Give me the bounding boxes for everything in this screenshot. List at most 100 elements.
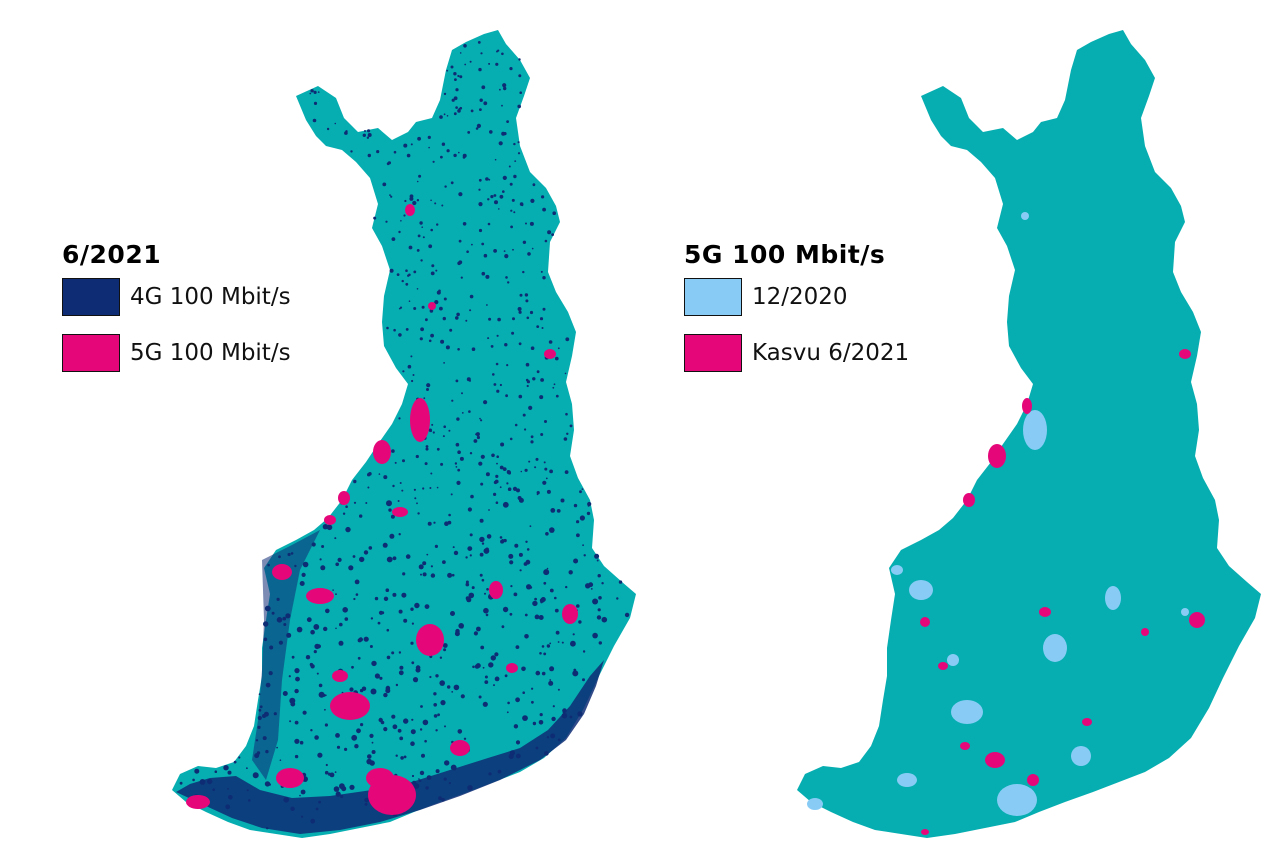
coverage-4g-dot [511,198,515,202]
coverage-4g-dot [493,249,497,253]
coverage-4g-dot [494,676,500,682]
coverage-4g-dot [485,274,490,279]
legend-label-5g-2020: 12/2020 [752,284,848,310]
coverage-4g-dot [481,542,485,545]
coverage-4g-dot [494,200,498,205]
coverage-4g-dot [378,717,383,723]
coverage-4g-dot [552,386,555,389]
coverage-4g-dot [479,536,485,543]
coverage-4g-dot [476,626,481,632]
coverage-4g-dot [428,339,432,343]
coverage-4g-dot [542,276,546,280]
coverage-4g-dot [306,617,312,623]
coverage-4g-dot [541,195,545,199]
coverage-4g-dot [444,760,450,766]
coverage-4g-dot [227,770,232,775]
coverage-4g-dot [456,630,460,634]
coverage-4g-dot [351,734,358,741]
coverage-4g-dot [447,685,451,689]
coverage-4g-dot [391,449,395,453]
coverage-4g-dot [266,827,269,830]
coverage-4g-dot [483,607,489,614]
coverage-4g-dot [246,767,248,770]
coverage-4g-dot [434,300,439,305]
coverage-4g-dot [485,547,489,552]
coverage-4g-dot [399,306,403,309]
coverage-4g-dot [400,756,404,760]
coverage-4g-dot [309,662,314,667]
coverage-4g-dot [555,394,559,398]
coverage-4g-dot [546,489,551,494]
coverage-4g-dot [377,621,381,625]
coverage-4g-dot [552,211,556,215]
coverage-4g-dot [464,63,467,66]
coverage-4g-dot [316,672,319,675]
coverage-4g-dot [557,641,560,643]
coverage-4g-dot [475,127,479,130]
coverage-4g-dot [268,783,271,786]
coverage-4g-dot [302,561,309,568]
coverage-4g-dot [499,194,504,199]
coverage-4g-dot [434,202,437,205]
coverage-4g-dot [578,620,582,624]
coverage-4g-dot [535,746,539,750]
coverage-4g-dot [356,728,361,734]
coverage-4g-dot [392,724,398,730]
coverage-4g-dot [592,632,598,639]
coverage-4g-dot [536,491,540,495]
coverage-4g-dot [478,178,482,182]
coverage-4g-dot [465,580,469,584]
coverage-4g-dot [456,312,460,317]
coverage-4g-dot [481,578,485,582]
coverage-4g-dot [390,514,395,519]
coverage-4g-dot [509,182,513,186]
coverage-4g-dot [469,309,472,312]
coverage-4g-dot [371,741,374,744]
left-map [172,30,636,838]
coverage-4g-dot [337,557,342,563]
coverage-4g-dot [521,666,526,672]
coverage-4g-dot [459,52,462,54]
coverage-4g-dot [294,754,299,759]
coverage-4g-dot [354,744,359,749]
coverage-4g-dot [276,617,283,623]
coverage-4g-dot [544,420,547,423]
coverage-4g-dot [517,104,521,109]
coverage-4g-dot [227,788,229,790]
coverage-4g-dot [469,379,471,382]
coverage-4g-dot [526,548,530,551]
coverage-4g-dot [416,288,419,290]
coverage-4g-dot [541,671,546,676]
coverage-4g-dot [263,711,269,717]
coverage-4g-dot [430,573,436,578]
coverage-4g-dot [453,96,458,101]
coverage-4g-dot [383,475,388,480]
coverage-4g-dot [526,384,529,388]
coverage-4g-dot [412,374,415,376]
coverage-4g-dot [349,784,355,790]
coverage-4g-dot [583,554,586,557]
coverage-4g-dot [288,675,291,678]
coverage-4g-dot [194,768,200,774]
coverage-4g-dot [443,425,447,429]
coverage-4g-dot [501,538,504,541]
coverage-4g-dot [509,612,513,616]
coverage-4g-dot [424,739,427,743]
coverage-4g-dot [427,521,432,526]
coverage-4g-dot [366,758,373,765]
coverage-4g-dot [406,153,411,158]
coverage-4g-dot [471,347,476,352]
coverage-4g-dot [450,181,454,185]
coverage-4g-dot [539,395,544,400]
coverage-4g-dot [428,244,433,249]
coverage-4g-dot [313,90,317,94]
coverage-4g-dot [418,778,420,780]
coverage-4g-dot [264,605,271,612]
coverage-4g-dot [497,317,501,322]
coverage-4g-dot [556,509,561,513]
coverage-4g-dot [429,309,434,313]
coverage-4g-dot [479,108,482,111]
coverage-4g-dot [371,660,377,667]
coverage-4g-dot [290,806,295,811]
coverage-4g-dot [394,461,397,464]
